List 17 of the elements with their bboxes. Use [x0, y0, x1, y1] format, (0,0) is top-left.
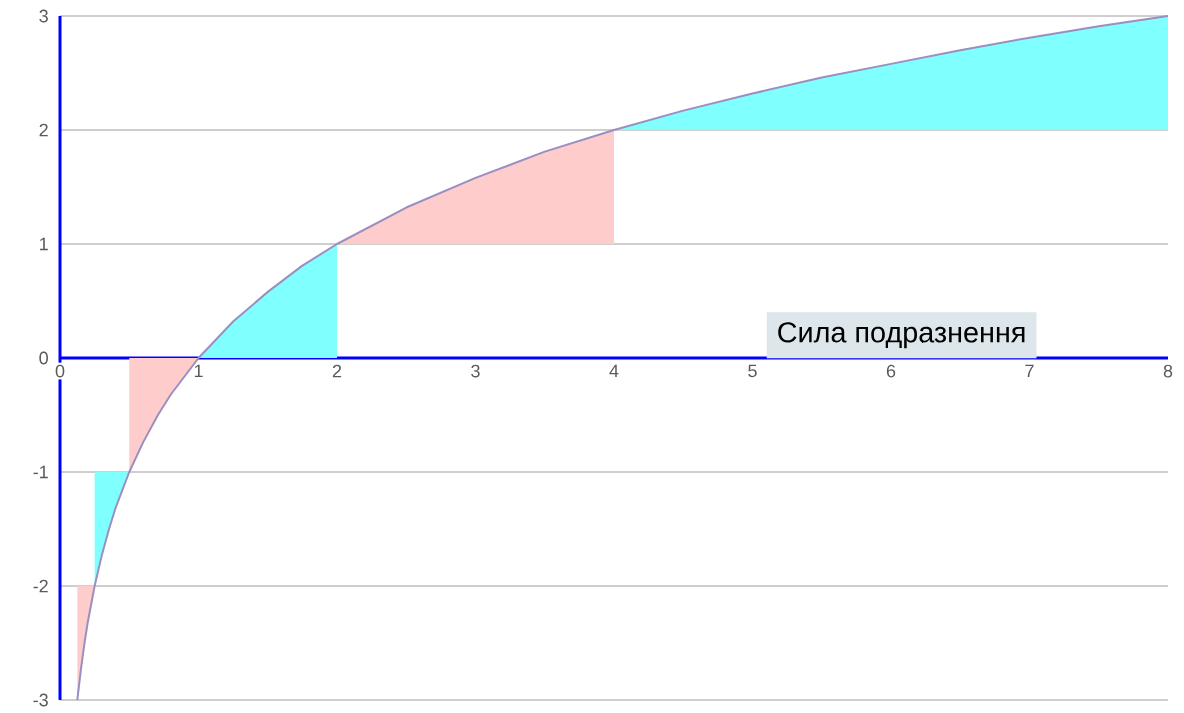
- x-tick-label: 8: [1163, 364, 1173, 378]
- x-tick-label: 1: [194, 364, 203, 378]
- x-tick-label: 3: [471, 364, 480, 378]
- y-tick-label: -3: [33, 693, 48, 707]
- x-tick-label: 6: [886, 364, 896, 378]
- y-tick-label: -2: [33, 579, 48, 593]
- y-tick-label: 2: [39, 123, 48, 137]
- x-axis-title: Сила подразнення: [778, 322, 1025, 349]
- y-tick-label: -1: [33, 465, 48, 479]
- x-tick-label: 4: [609, 364, 619, 378]
- x-tick-label: 5: [748, 364, 757, 378]
- y-tick-label: 1: [40, 237, 48, 251]
- x-tick-label: 0: [55, 364, 65, 378]
- x-tick-label: 7: [1025, 364, 1034, 378]
- y-tick-label: 0: [39, 351, 48, 365]
- y-tick-label: 3: [39, 9, 48, 23]
- x-tick-label: 2: [332, 364, 342, 378]
